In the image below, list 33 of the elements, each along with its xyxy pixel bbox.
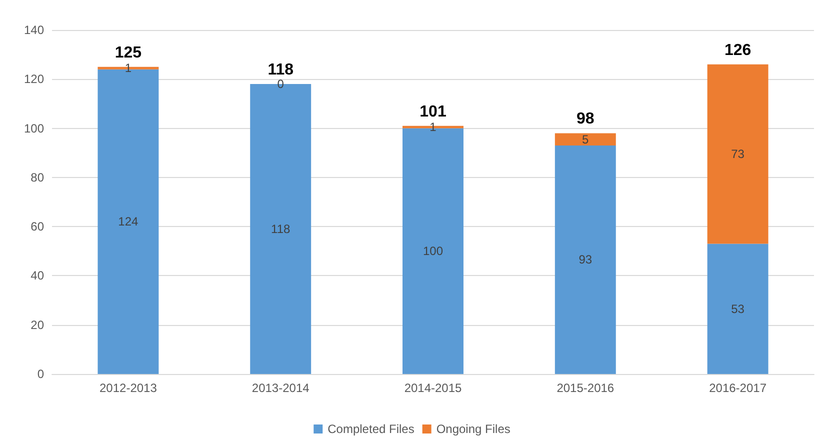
data-label: 5 [582, 132, 590, 146]
total-label: 101 [420, 103, 446, 120]
total-label: 98 [576, 110, 594, 128]
y-tick-label: 40 [30, 268, 44, 283]
y-tick-label: 60 [30, 220, 44, 234]
y-tick-label: 20 [30, 318, 44, 332]
legend-label: Ongoing Files [436, 422, 510, 436]
total-label: 118 [268, 62, 294, 79]
x-tick-label: 2012-2013 [100, 381, 158, 395]
y-tick-label: 140 [24, 23, 44, 37]
bar [554, 133, 616, 146]
total-label: 126 [724, 42, 752, 59]
y-tick-label: 120 [24, 72, 44, 86]
x-tick-label: 2015-2016 [556, 381, 614, 395]
data-label: 93 [578, 252, 592, 267]
y-tick-label: 0 [37, 367, 44, 381]
data-label: 1 [430, 120, 437, 134]
y-tick-label: 80 [30, 170, 44, 184]
bar [707, 64, 768, 244]
y-tick-label: 100 [24, 121, 44, 136]
data-label: 73 [731, 147, 745, 162]
data-label: 100 [422, 244, 444, 258]
bar [554, 145, 616, 374]
x-tick-label: 2014-2015 [404, 381, 462, 395]
x-tick-label: 2016-2017 [709, 381, 767, 395]
data-label: 118 [271, 222, 290, 236]
total-label: 125 [114, 44, 142, 62]
legend-label: Completed Files [328, 422, 414, 436]
data-label: 124 [118, 214, 139, 229]
data-label: 1 [124, 61, 132, 76]
data-label: 53 [731, 302, 745, 316]
x-tick-label: 2013-2014 [252, 381, 310, 395]
bar [707, 244, 768, 374]
